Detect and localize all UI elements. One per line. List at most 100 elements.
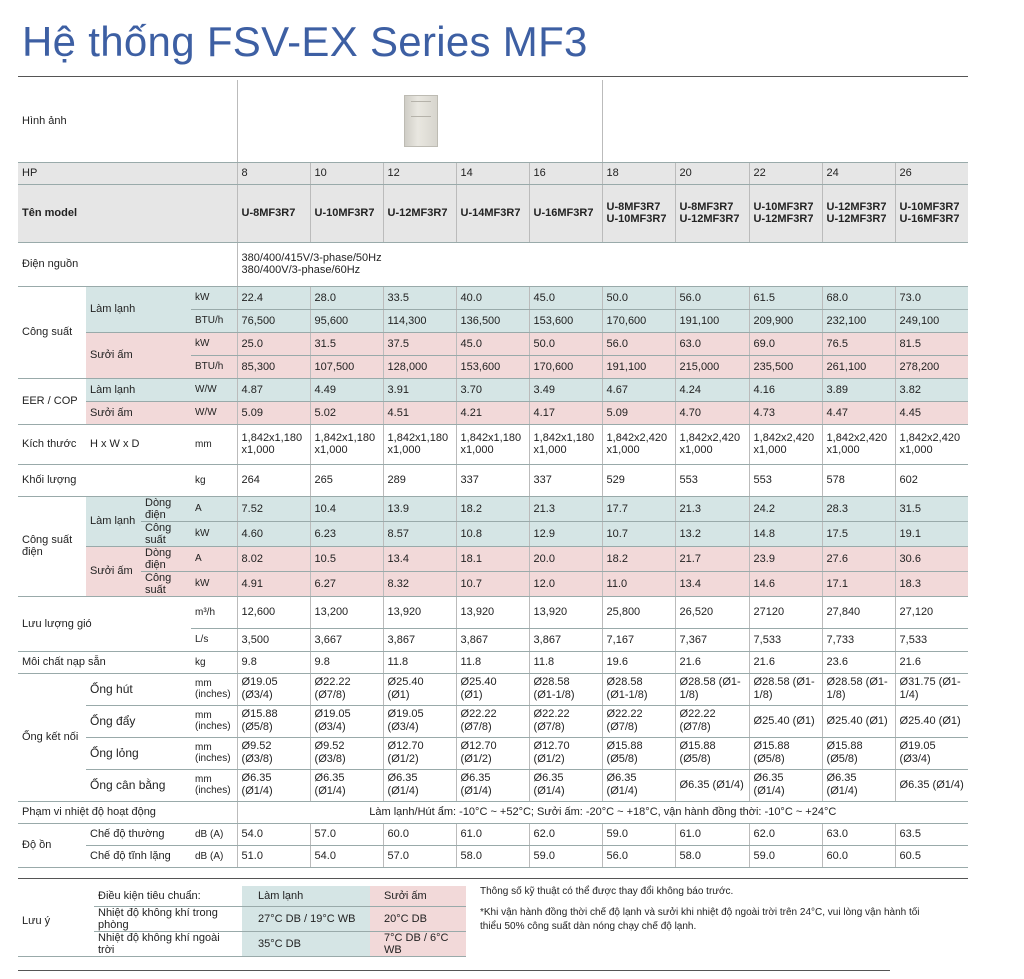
noise-quiet-value: 57.0	[382, 845, 457, 868]
heat-current-value: 18.2	[601, 546, 676, 572]
pipe-discharge-value: Ø19.05 (Ø3/4)	[382, 705, 457, 738]
cool-btu-value: 95,600	[309, 309, 384, 333]
model-name: U-12MF3R7 U-12MF3R7	[821, 184, 896, 243]
unit: W/W	[191, 378, 238, 402]
table-row: Ống cân bằng mm (inches) Ø6.35 (Ø1/4) Ø6.35…	[18, 769, 969, 802]
model-name: U-10MF3R7 U-12MF3R7	[748, 184, 823, 243]
pipe-suction-value: Ø28.58 (Ø1-1/8)	[601, 673, 676, 706]
heat-btu-value: 85,300	[236, 355, 311, 379]
pipe-suction-line1: Ø28.58 (Ø1-	[679, 676, 741, 688]
heat-kw-value: 31.5	[309, 332, 384, 356]
std-heat-header: Sưởi ấm	[370, 886, 466, 907]
unit: W/W	[191, 401, 238, 425]
eer-cooling-label: Làm lạnh	[86, 378, 191, 402]
unit: kW	[191, 332, 238, 356]
cool-power-value: 12.9	[528, 521, 603, 547]
weight-value: 602	[894, 464, 969, 497]
heat-power-value: 8.32	[382, 571, 457, 597]
cop-value: 4.51	[382, 401, 457, 425]
table-row: Môi chất nạp sẵn kg 9.8 9.8 11.8 11.8 11.8 19.6…	[18, 651, 969, 674]
table-row: Tên model U-8MF3R7 U-10MF3R7 U-12MF3R7 U-14M…	[18, 184, 969, 243]
dimension-line2: x1,000	[533, 444, 567, 456]
model-name: U-12MF3R7	[382, 184, 457, 243]
cool-btu-value: 232,100	[821, 309, 896, 333]
unit: A	[191, 496, 238, 522]
heat-power-value: 4.91	[236, 571, 311, 597]
heat-power-value: 11.0	[601, 571, 676, 597]
model-line: U-10MF3R7	[899, 201, 960, 213]
cool-current-value: 31.5	[894, 496, 969, 522]
heat-btu-value: 128,000	[382, 355, 457, 379]
airflow-ls-value: 7,167	[601, 628, 676, 652]
pipe-liquid-value: Ø15.88 (Ø5/8)	[601, 737, 676, 770]
cool-kw-value: 22.4	[236, 286, 311, 310]
cool-kw-value: 28.0	[309, 286, 384, 310]
heat-kw-value: 50.0	[528, 332, 603, 356]
noise-normal-value: 63.0	[821, 823, 896, 846]
refrigerant-value: 11.8	[382, 651, 457, 674]
hp-value: 24	[821, 162, 896, 185]
heat-current-value: 8.02	[236, 546, 311, 572]
dimension-line1: 1,842x1,180	[460, 432, 522, 444]
noise-quiet-value: 59.0	[748, 845, 823, 868]
cool-btu-value: 136,500	[455, 309, 530, 333]
heat-current-value: 10.5	[309, 546, 384, 572]
row-label-refrigerant: Môi chất nạp sẵn	[18, 651, 191, 674]
power-source-line2: 380/400V/3-phase/60Hz	[241, 264, 361, 276]
pipe-balance-value: Ø6.35 (Ø1/4)	[894, 769, 969, 802]
model-line: U-16MF3R7	[899, 213, 960, 225]
table-row: Hình ảnh	[18, 80, 969, 163]
pipe-suction-line2: 1/8)	[826, 689, 846, 701]
pipe-balance-value: Ø6.35 (Ø1/4)	[455, 769, 530, 802]
row-label-elec-power: Công suất điện	[18, 496, 86, 597]
row-label-hp: HP	[18, 162, 238, 185]
heat-kw-value: 45.0	[455, 332, 530, 356]
heat-kw-value: 56.0	[601, 332, 676, 356]
table-row: Chế độ tĩnh lặng dB (A) 51.0 54.0 57.0 58.0 59…	[18, 845, 969, 868]
heat-power-value: 6.27	[309, 571, 384, 597]
noise-normal-value: 62.0	[528, 823, 603, 846]
pipe-suction-line1: Ø25.40	[387, 676, 424, 688]
pipe-liquid-value: Ø12.70 (Ø1/2)	[382, 737, 457, 770]
table-row: Khối lượng kg 264 265 289 337 337 529 553 553 578 6…	[18, 464, 969, 497]
hp-value: 20	[674, 162, 750, 185]
table-row: BTU/h 85,300 107,500 128,000 153,600 170,600 1…	[18, 355, 969, 379]
model-line: U-12MF3R7	[679, 213, 740, 225]
pipe-liquid-value: Ø15.88 (Ø5/8)	[674, 737, 750, 770]
airflow-m3h-value: 13,200	[309, 596, 384, 629]
dimension-line1: 1,842x1,180	[387, 432, 449, 444]
dimension-line2: x1,000	[460, 444, 494, 456]
table-row: Ống kết nối Ống hút mm (inches) Ø19.05 (Ø3/4…	[18, 673, 969, 802]
pipe-suction-value: Ø28.58 (Ø1- 1/8)	[821, 673, 896, 706]
dimension-line2: x1,000	[387, 444, 421, 456]
cool-current-value: 28.3	[821, 496, 896, 522]
row-label-airflow: Lưu lượng gió	[18, 596, 191, 652]
airflow-ls-value: 3,667	[309, 628, 384, 652]
weight-value: 337	[528, 464, 603, 497]
std-cond-label: Điều kiện tiêu chuẩn:	[94, 886, 242, 907]
page-title: Hệ thống FSV-EX Series MF3	[22, 18, 588, 65]
table-row: BTU/h 76,500 95,600 114,300 136,500 153,600 17…	[18, 309, 969, 333]
pipe-suction-value: Ø25.40 (Ø1)	[455, 673, 530, 706]
weight-value: 264	[236, 464, 311, 497]
model-name: U-14MF3R7	[455, 184, 530, 243]
dimension-line2: x1,000	[241, 444, 275, 456]
model-name: U-8MF3R7 U-12MF3R7	[674, 184, 750, 243]
pipe-discharge-value: Ø25.40 (Ø1)	[748, 705, 823, 738]
capacity-cooling-label: Làm lạnh	[86, 286, 191, 333]
indoor-cool: 27°C DB / 19°C WB	[242, 906, 370, 932]
pipe-suction-value: Ø28.58 (Ø1-1/8)	[528, 673, 603, 706]
hp-value: 10	[309, 162, 384, 185]
model-line: U-12MF3R7	[753, 213, 814, 225]
airflow-m3h-value: 27,120	[894, 596, 969, 629]
pipe-discharge-value: Ø22.22 (Ø7/8)	[528, 705, 603, 738]
cool-power-value: 8.57	[382, 521, 457, 547]
row-label-dimensions: Kích thước	[18, 424, 86, 465]
heat-power-value: 13.4	[674, 571, 750, 597]
weight-value: 553	[748, 464, 823, 497]
weight-value: 289	[382, 464, 457, 497]
pipe-suction-line1: Ø22.22	[314, 676, 351, 688]
model-line: U-10MF3R7	[606, 213, 667, 225]
pipe-suction-line1: Ø25.40	[460, 676, 497, 688]
dimension-value: 1,842x1,180 x1,000	[236, 424, 311, 465]
